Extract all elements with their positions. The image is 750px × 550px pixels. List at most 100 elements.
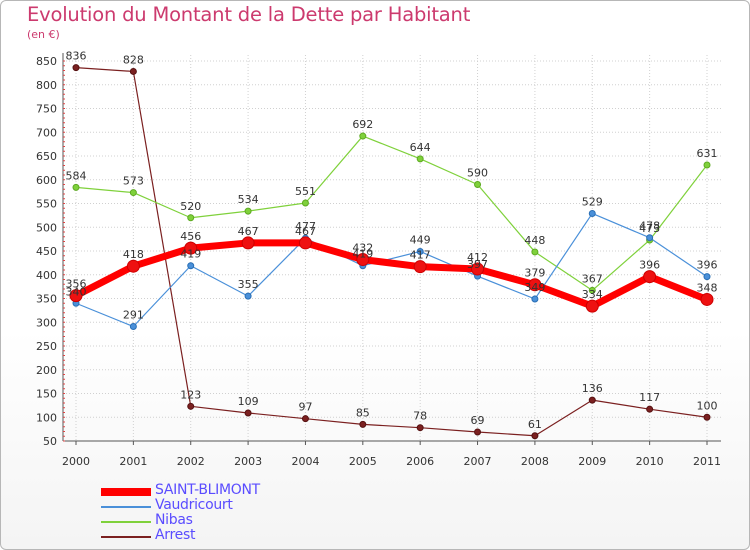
legend-item: Vaudricourt xyxy=(101,497,351,515)
data-label-arrest: 100 xyxy=(697,399,718,412)
y-tick-label: 550 xyxy=(36,198,57,211)
data-point-arrest xyxy=(301,415,309,423)
data-label-saint-blimont: 417 xyxy=(410,249,431,262)
data-point-saint-blimont xyxy=(241,236,255,250)
data-point-nibas xyxy=(416,155,424,163)
data-point-saint-blimont xyxy=(643,270,657,284)
x-tick-label: 2006 xyxy=(406,455,434,468)
data-point-arrest xyxy=(531,432,539,440)
data-label-arrest: 69 xyxy=(471,414,485,427)
legend-swatch xyxy=(101,536,151,538)
data-label-arrest: 61 xyxy=(528,418,542,431)
data-label-arrest: 123 xyxy=(180,388,201,401)
chart-title: Evolution du Montant de la Dette par Hab… xyxy=(27,3,471,26)
data-label-nibas: 590 xyxy=(467,167,488,180)
data-label-arrest: 85 xyxy=(356,406,370,419)
data-point-arrest xyxy=(187,402,195,410)
data-label-saint-blimont: 334 xyxy=(582,288,603,301)
data-label-nibas: 692 xyxy=(352,118,373,131)
x-tick-label: 2010 xyxy=(636,455,664,468)
data-point-nibas xyxy=(72,183,80,191)
data-point-arrest xyxy=(588,396,596,404)
data-point-arrest xyxy=(72,64,80,72)
data-label-nibas: 520 xyxy=(180,200,201,213)
chart-subtitle: (en €) xyxy=(27,28,60,41)
series-line-vaudricourt xyxy=(75,212,708,328)
legend-swatch xyxy=(101,521,151,523)
y-tick-label: 700 xyxy=(36,126,57,139)
data-label-vaudricourt: 396 xyxy=(697,259,718,272)
legend-swatch xyxy=(101,488,151,496)
legend-item: SAINT-BLIMONT xyxy=(101,482,351,500)
data-label-arrest: 97 xyxy=(298,401,312,414)
data-label-saint-blimont: 456 xyxy=(180,230,201,243)
data-point-vaudricourt xyxy=(244,292,252,300)
y-tick-label: 500 xyxy=(36,221,57,234)
data-label-arrest: 828 xyxy=(123,53,144,66)
y-tick-label: 250 xyxy=(36,340,57,353)
data-point-arrest xyxy=(703,413,711,421)
y-tick-label: 850 xyxy=(36,55,57,68)
y-tick-label: 50 xyxy=(43,435,57,448)
data-label-saint-blimont: 467 xyxy=(238,225,259,238)
legend-label: Arrest xyxy=(155,527,196,543)
data-point-arrest xyxy=(359,420,367,428)
data-point-nibas xyxy=(187,214,195,222)
x-tick-label: 2007 xyxy=(464,455,492,468)
legend-label: SAINT-BLIMONT xyxy=(155,482,260,498)
x-tick-label: 2003 xyxy=(234,455,262,468)
data-point-vaudricourt xyxy=(531,295,539,303)
data-label-nibas: 473 xyxy=(639,222,660,235)
data-point-nibas xyxy=(474,181,482,188)
data-label-saint-blimont: 412 xyxy=(467,251,488,264)
data-label-vaudricourt: 419 xyxy=(352,248,373,261)
x-tick-label: 2002 xyxy=(177,455,205,468)
data-label-nibas: 573 xyxy=(123,175,144,188)
legend: SAINT-BLIMONT Vaudricourt Nibas Arrest xyxy=(101,482,351,545)
data-point-vaudricourt xyxy=(588,209,596,217)
data-label-saint-blimont: 432 xyxy=(352,242,373,255)
data-label-nibas: 448 xyxy=(524,234,545,247)
y-tick-label: 650 xyxy=(36,150,57,163)
series-line-arrest xyxy=(75,67,708,437)
data-label-arrest: 117 xyxy=(639,391,660,404)
y-tick-label: 200 xyxy=(36,364,57,377)
legend-label: Vaudricourt xyxy=(155,497,233,513)
data-point-vaudricourt xyxy=(129,323,137,331)
data-point-saint-blimont xyxy=(413,260,427,274)
data-point-nibas xyxy=(129,189,137,197)
y-tick-label: 100 xyxy=(36,411,57,424)
x-tick-label: 2008 xyxy=(521,455,549,468)
y-tick-label: 400 xyxy=(36,269,57,282)
data-label-nibas: 584 xyxy=(66,169,87,182)
legend-swatch xyxy=(101,506,151,508)
y-tick-label: 750 xyxy=(36,103,57,116)
data-point-vaudricourt xyxy=(646,234,654,242)
data-label-vaudricourt: 477 xyxy=(295,220,316,233)
data-label-vaudricourt: 529 xyxy=(582,195,603,208)
data-point-arrest xyxy=(416,424,424,432)
plot-area xyxy=(63,55,716,441)
data-label-vaudricourt: 449 xyxy=(410,233,431,246)
y-tick-label: 800 xyxy=(36,79,57,92)
data-label-saint-blimont: 467 xyxy=(295,225,316,238)
y-tick-label: 600 xyxy=(36,174,57,187)
x-tick-label: 2000 xyxy=(62,455,90,468)
data-label-arrest: 109 xyxy=(238,395,259,408)
data-label-saint-blimont: 396 xyxy=(639,259,660,272)
data-label-vaudricourt: 397 xyxy=(467,258,488,271)
data-point-saint-blimont xyxy=(471,262,485,276)
data-point-nibas xyxy=(244,207,252,215)
data-point-saint-blimont xyxy=(528,278,542,292)
data-point-saint-blimont xyxy=(184,241,198,255)
data-point-saint-blimont xyxy=(69,289,83,303)
data-label-saint-blimont: 418 xyxy=(123,248,144,261)
legend-item: Arrest xyxy=(101,527,351,545)
data-label-saint-blimont: 379 xyxy=(524,267,545,280)
data-label-saint-blimont: 356 xyxy=(66,278,87,291)
data-point-saint-blimont xyxy=(356,253,370,267)
y-tick-label: 450 xyxy=(36,245,57,258)
data-point-nibas xyxy=(531,248,539,256)
data-label-arrest: 836 xyxy=(66,50,87,63)
